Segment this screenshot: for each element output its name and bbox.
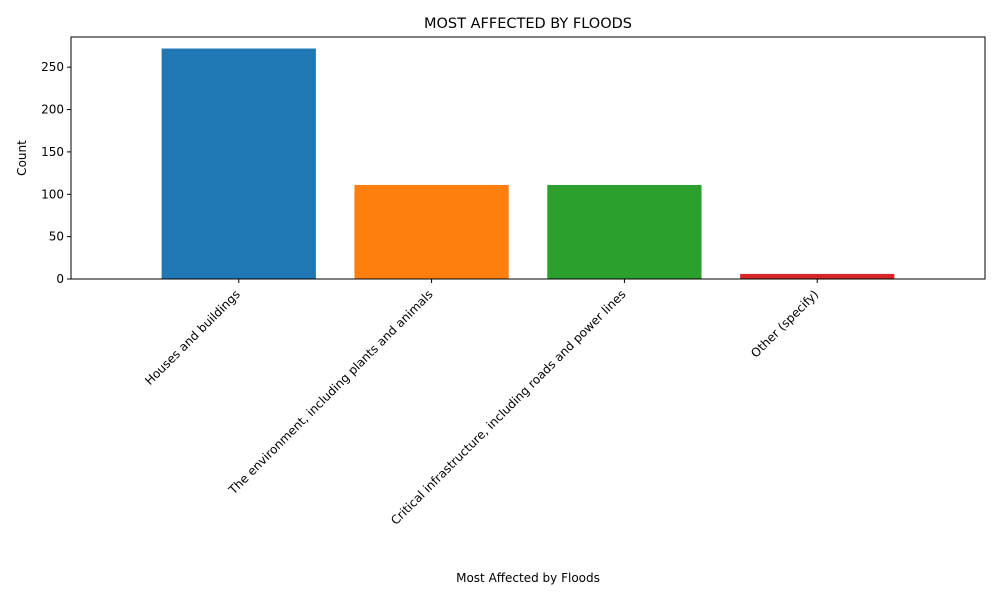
bar-0	[161, 48, 316, 280]
y-tick-label-2: 100	[41, 187, 64, 201]
y-tick-label-4: 200	[41, 103, 64, 117]
y-tick-label-5: 250	[41, 60, 64, 74]
bar-3	[740, 273, 895, 279]
bar-2	[547, 184, 702, 279]
y-axis-ticks: 0 50 100 150 200 250	[41, 60, 71, 286]
x-axis-label: Most Affected by Floods	[456, 571, 600, 585]
bar-1	[354, 184, 509, 279]
y-tick-label-1: 50	[49, 230, 64, 244]
y-axis-label: Count	[15, 140, 29, 176]
y-tick-label-0: 0	[56, 272, 64, 286]
bars	[161, 48, 895, 280]
y-tick-label-3: 150	[41, 145, 64, 159]
plot-area-frame	[70, 36, 986, 280]
chart-title: MOST AFFECTED BY FLOODS	[424, 16, 632, 32]
